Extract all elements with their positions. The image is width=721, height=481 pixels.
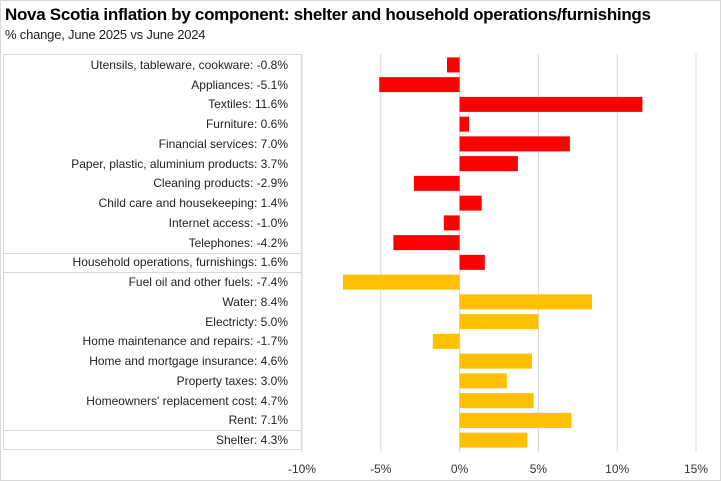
bar xyxy=(459,393,534,409)
category-label: Internet access: -1.0% xyxy=(168,215,288,230)
bar xyxy=(432,333,460,349)
category-label: Shelter: 4.3% xyxy=(215,433,288,448)
bar xyxy=(459,136,570,152)
bar xyxy=(459,373,507,389)
separator-above-household-total xyxy=(3,253,302,254)
category-label: Fuel oil and other fuels: -7.4% xyxy=(128,275,288,290)
bar xyxy=(459,353,533,369)
category-label: Home maintenance and repairs: -1.7% xyxy=(82,334,288,349)
bar xyxy=(459,116,470,132)
bar xyxy=(393,235,460,251)
category-label: Child care and housekeeping: 1.4% xyxy=(98,196,288,211)
x-tick-label: -10% xyxy=(288,462,316,476)
bar xyxy=(459,195,482,211)
category-label: Water: 8.4% xyxy=(222,294,288,309)
category-label: Appliances: -5.1% xyxy=(191,77,288,92)
bar xyxy=(446,57,460,73)
category-label: Furniture: 0.6% xyxy=(205,117,288,132)
bar xyxy=(459,412,572,428)
x-tick-label: 5% xyxy=(530,462,548,476)
x-tick-label: 10% xyxy=(605,462,629,476)
category-label: Financial services: 7.0% xyxy=(158,136,288,151)
bar xyxy=(459,432,528,448)
bar xyxy=(459,294,592,310)
category-label: Telephones: -4.2% xyxy=(188,235,288,250)
bar xyxy=(459,314,539,330)
x-tick-label: 0% xyxy=(451,462,469,476)
category-label: Homeowners' replacement cost: 4.7% xyxy=(86,393,288,408)
category-label: Textiles: 11.6% xyxy=(208,97,288,112)
bar xyxy=(443,215,460,231)
separator-below-household-total xyxy=(3,272,302,273)
category-label: Rent: 7.1% xyxy=(228,413,288,428)
category-label: Cleaning products: -2.9% xyxy=(153,176,288,191)
separator-above-shelter-total xyxy=(3,430,302,431)
x-tick-label: 15% xyxy=(684,462,708,476)
category-label: Home and mortgage insurance: 4.6% xyxy=(89,354,288,369)
x-tick-label: -5% xyxy=(370,462,392,476)
bar xyxy=(379,77,460,93)
category-label: Property taxes: 3.0% xyxy=(176,373,288,388)
chart-subtitle: % change, June 2025 vs June 2024 xyxy=(5,27,206,42)
bar xyxy=(459,96,643,112)
category-label: Household operations, furnishings: 1.6% xyxy=(72,255,288,270)
bar xyxy=(413,175,460,191)
category-label: Paper, plastic, aluminium products: 3.7% xyxy=(71,156,288,171)
category-label: Utensils, tableware, cookware: -0.8% xyxy=(90,57,288,72)
bar xyxy=(459,156,518,172)
chart-title: Nova Scotia inflation by component: shel… xyxy=(5,5,651,24)
category-label: Electricty: 5.0% xyxy=(205,314,288,329)
bar xyxy=(342,274,460,290)
bar xyxy=(459,254,485,270)
